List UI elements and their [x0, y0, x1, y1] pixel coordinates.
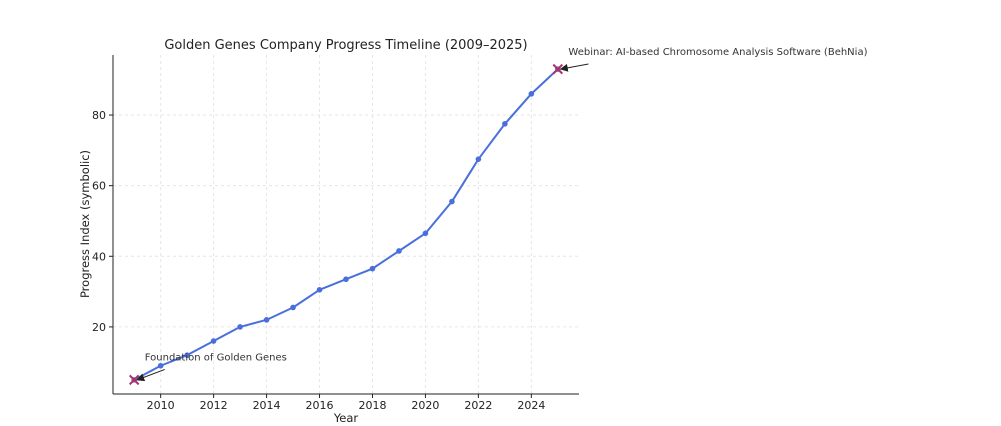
chart-title: Golden Genes Company Progress Timeline (… — [164, 38, 527, 53]
annotation-text: Webinar: AI-based Chromosome Analysis So… — [568, 47, 867, 58]
annotation-arrow — [559, 63, 589, 72]
y-tick-label: 40 — [92, 250, 106, 263]
x-tick-label: 2022 — [464, 399, 492, 412]
data-point — [290, 304, 296, 311]
data-point — [449, 198, 455, 205]
x-tick-label: 2010 — [147, 399, 175, 412]
ticks: 2010 2012 2014 2016 2018 2020 2022 2024 20 40 60 80 — [92, 109, 545, 412]
data-point — [263, 317, 270, 323]
x-tick-label: 2014 — [253, 399, 281, 412]
y-tick-label: 80 — [92, 109, 106, 122]
data-point — [369, 265, 376, 272]
axes — [112, 55, 579, 395]
series-line — [133, 68, 559, 381]
annotations: Foundation of Golden Genes Webinar: AI-ba… — [128, 47, 868, 386]
x-tick-label: 2024 — [517, 399, 545, 412]
data-point — [157, 362, 164, 369]
data-point — [396, 248, 402, 254]
y-axis-label: Progress Index (symbolic) — [78, 150, 92, 298]
y-tick-label: 20 — [92, 321, 106, 334]
grid — [113, 55, 579, 394]
series — [131, 66, 561, 383]
data-point — [237, 324, 243, 330]
x-tick-label: 2016 — [306, 399, 334, 412]
data-point — [343, 276, 349, 283]
annotation-arrow — [136, 368, 165, 382]
x-tick-label: 2012 — [200, 399, 228, 412]
data-point — [210, 338, 217, 344]
data-point — [422, 230, 429, 237]
data-point — [475, 156, 482, 162]
annotation-text: Foundation of Golden Genes — [145, 352, 287, 363]
x-tick-label: 2018 — [358, 399, 386, 412]
data-point — [528, 91, 535, 97]
data-point — [184, 352, 190, 358]
data-point — [502, 121, 508, 127]
data-point — [316, 287, 323, 293]
x-axis-label: Year — [333, 411, 359, 425]
y-tick-label: 60 — [92, 180, 106, 193]
x-tick-label: 2020 — [411, 399, 439, 412]
